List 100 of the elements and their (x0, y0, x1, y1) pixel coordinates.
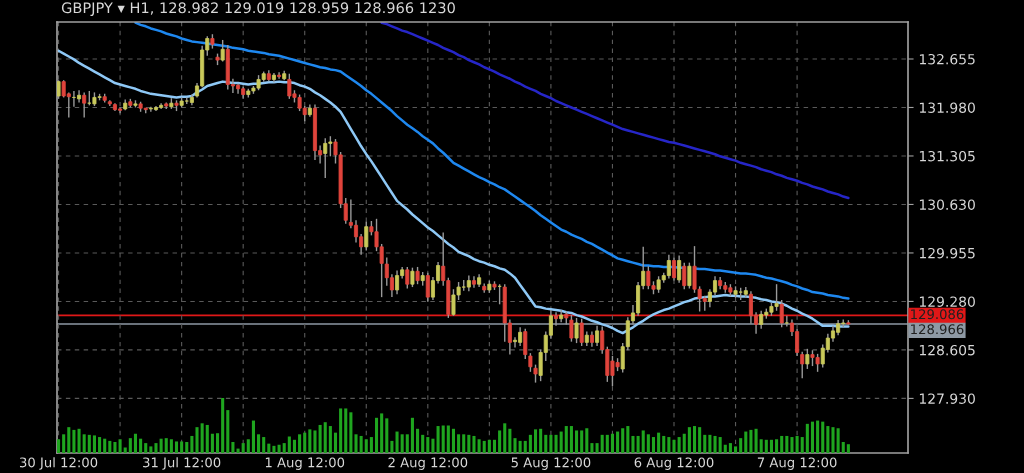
bar (426, 437, 430, 453)
x-tick-label: 5 Aug 12:00 (511, 457, 591, 470)
bar (667, 437, 671, 453)
x-tick-label: 2 Aug 12:00 (388, 457, 468, 470)
bar (359, 435, 363, 453)
bar (662, 435, 666, 453)
bar (210, 433, 214, 453)
bar (518, 440, 522, 453)
bar (128, 438, 132, 453)
bar (549, 434, 553, 453)
bar (626, 426, 630, 453)
bar (241, 443, 245, 453)
bar (349, 412, 353, 453)
bar (569, 426, 573, 453)
bar (231, 442, 235, 453)
bar (215, 433, 220, 453)
candlestick (574, 317, 579, 344)
bar (354, 434, 358, 453)
bar (631, 435, 635, 453)
bar (62, 434, 66, 453)
bar (677, 437, 681, 453)
bar (333, 432, 338, 453)
bar (682, 433, 686, 453)
bar (513, 438, 517, 453)
bar (749, 429, 753, 453)
bar (364, 439, 368, 453)
bar (282, 443, 286, 453)
bar (826, 426, 830, 453)
bar (451, 428, 455, 453)
bar (636, 435, 640, 453)
bar (775, 439, 779, 453)
bar (580, 430, 584, 453)
bar (190, 435, 194, 453)
x-tick-label: 1 Aug 12:00 (265, 457, 345, 470)
bar (139, 438, 143, 453)
bar (385, 418, 389, 453)
bar (344, 408, 348, 453)
bar (292, 439, 296, 453)
bar (831, 427, 835, 453)
bar (67, 427, 71, 453)
bar (841, 442, 845, 453)
x-tick-label: 6 Aug 12:00 (634, 457, 714, 470)
chart-title: GBPJPY ▾ H1, 128.982 129.019 128.959 128.966 1230 (61, 2, 455, 16)
bar (657, 432, 661, 453)
bar (503, 423, 507, 453)
x-tick-label: 31 Jul 12:00 (143, 457, 221, 470)
bar (421, 434, 425, 453)
bar (467, 434, 471, 453)
bar (205, 424, 209, 453)
bar (221, 398, 225, 453)
bar (77, 428, 81, 453)
bar (533, 429, 538, 453)
bar (672, 439, 676, 453)
candlestick (523, 328, 528, 360)
bar (723, 444, 727, 453)
bar (390, 440, 394, 453)
bar (118, 439, 122, 453)
y-tick-label: 129.955 (919, 247, 975, 259)
bar (780, 435, 784, 453)
bar (395, 431, 399, 453)
bar (405, 434, 409, 453)
bar (195, 427, 199, 453)
candlestick (220, 39, 225, 63)
bar (400, 434, 404, 453)
candlestick (364, 221, 369, 252)
bar (492, 439, 497, 453)
bar (149, 446, 153, 453)
bar (133, 433, 138, 453)
candlestick (395, 269, 400, 295)
bar (277, 444, 281, 453)
candlestick (677, 254, 682, 284)
bar (785, 435, 789, 453)
candlestick (682, 261, 687, 290)
bar (595, 443, 599, 453)
y-tick-label: 129.280 (919, 296, 975, 307)
bar (103, 438, 107, 453)
candlestick (687, 261, 692, 290)
bar (559, 431, 563, 453)
bar (739, 438, 743, 453)
bar (754, 428, 758, 453)
bar (328, 426, 332, 453)
bar (616, 431, 620, 453)
candlestick (528, 352, 533, 373)
bar (457, 434, 461, 453)
y-tick-label: 131.305 (919, 150, 975, 162)
bar (544, 434, 548, 453)
bar (810, 421, 815, 453)
bar (144, 443, 148, 453)
bar (482, 440, 486, 453)
candlestick (512, 336, 518, 349)
bar (769, 439, 773, 453)
bar (523, 440, 527, 453)
bar (98, 437, 102, 453)
bar (713, 435, 717, 453)
bar (380, 413, 384, 453)
bar (728, 443, 732, 453)
bar (57, 439, 61, 453)
bar (800, 437, 804, 453)
bar (692, 426, 697, 453)
bar (313, 430, 317, 453)
